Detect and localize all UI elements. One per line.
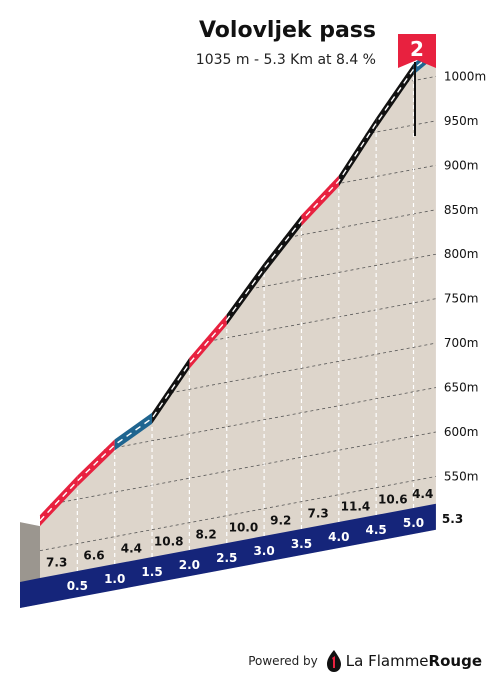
labels-layer: 550m 600m 650m 700m 750m 800m 850m 900m 950m 1000… xyxy=(46,69,486,593)
y-tick-label: 950m xyxy=(444,114,479,128)
gridline-800 xyxy=(244,253,436,291)
km-label: 3.5 xyxy=(291,537,312,551)
summit-flag: 2 xyxy=(398,34,436,136)
gridlines-layer xyxy=(39,63,436,571)
gradient-label: 10.8 xyxy=(154,535,184,549)
gradient-segment-9 xyxy=(376,63,414,129)
gradient-label: 8.2 xyxy=(195,528,216,542)
gradient-segment-7 xyxy=(301,175,339,226)
km-label: 4.5 xyxy=(366,523,387,537)
y-tick-label: 650m xyxy=(444,381,479,395)
footer: Powered by La FlammeRouge xyxy=(248,649,482,673)
km-label: 2.0 xyxy=(179,558,200,572)
y-tick-label: 700m xyxy=(444,336,479,350)
gridline-700 xyxy=(164,342,436,395)
y-tick-label: 800m xyxy=(444,247,479,261)
gradient-segment-6 xyxy=(264,214,302,274)
y-tick-label: 750m xyxy=(444,292,479,306)
gradient-label: 11.4 xyxy=(341,500,371,514)
gradient-label: 7.3 xyxy=(46,556,67,570)
gradient-label: 4.4 xyxy=(412,487,433,501)
km-label: 5.0 xyxy=(403,516,424,530)
gridline-550 xyxy=(39,476,436,552)
km-label: 4.0 xyxy=(328,530,349,544)
climb-subtitle: 1035 m - 5.3 Km at 8.4 % xyxy=(195,52,376,68)
y-tick-label: 850m xyxy=(444,203,479,217)
flame-logo-icon xyxy=(326,650,341,672)
km-label: 1.5 xyxy=(141,565,162,579)
gradient-segment-2 xyxy=(114,412,153,451)
gridline-650 xyxy=(103,387,436,451)
gradient-label: 7.3 xyxy=(307,507,328,521)
powered-by-text: Powered by xyxy=(248,654,318,668)
y-tick-label: 1000m xyxy=(444,69,486,83)
gridline-850 xyxy=(283,209,436,239)
gradient-label: 4.4 xyxy=(121,542,142,556)
brand-logo[interactable]: La FlammeRouge xyxy=(326,650,482,672)
km-label: 3.0 xyxy=(253,544,274,558)
gridline-900 xyxy=(329,164,436,186)
km-label: 0.5 xyxy=(67,579,88,593)
km-label-end: 5.3 xyxy=(442,512,463,526)
y-tick-label: 900m xyxy=(444,158,479,172)
y-tick-label: 600m xyxy=(444,425,479,439)
gradient-label: 9.2 xyxy=(270,514,291,528)
km-label: 2.5 xyxy=(216,551,237,565)
gradient-label: 10.6 xyxy=(378,493,408,507)
gradient-label: 10.0 xyxy=(229,521,259,535)
climb-title: Volovljek pass xyxy=(198,18,376,43)
gridline-600 xyxy=(50,431,436,505)
km-label: 1.0 xyxy=(104,572,125,586)
flag-label: 2 xyxy=(410,37,424,61)
y-tick-label: 550m xyxy=(444,469,479,483)
flag-banner xyxy=(398,34,436,68)
gradient-label: 6.6 xyxy=(83,549,104,563)
distance-band xyxy=(20,503,436,608)
brand-name: La FlammeRouge xyxy=(345,652,482,670)
gradient-segment-3 xyxy=(152,357,190,424)
gradient-segment-5 xyxy=(226,262,265,326)
